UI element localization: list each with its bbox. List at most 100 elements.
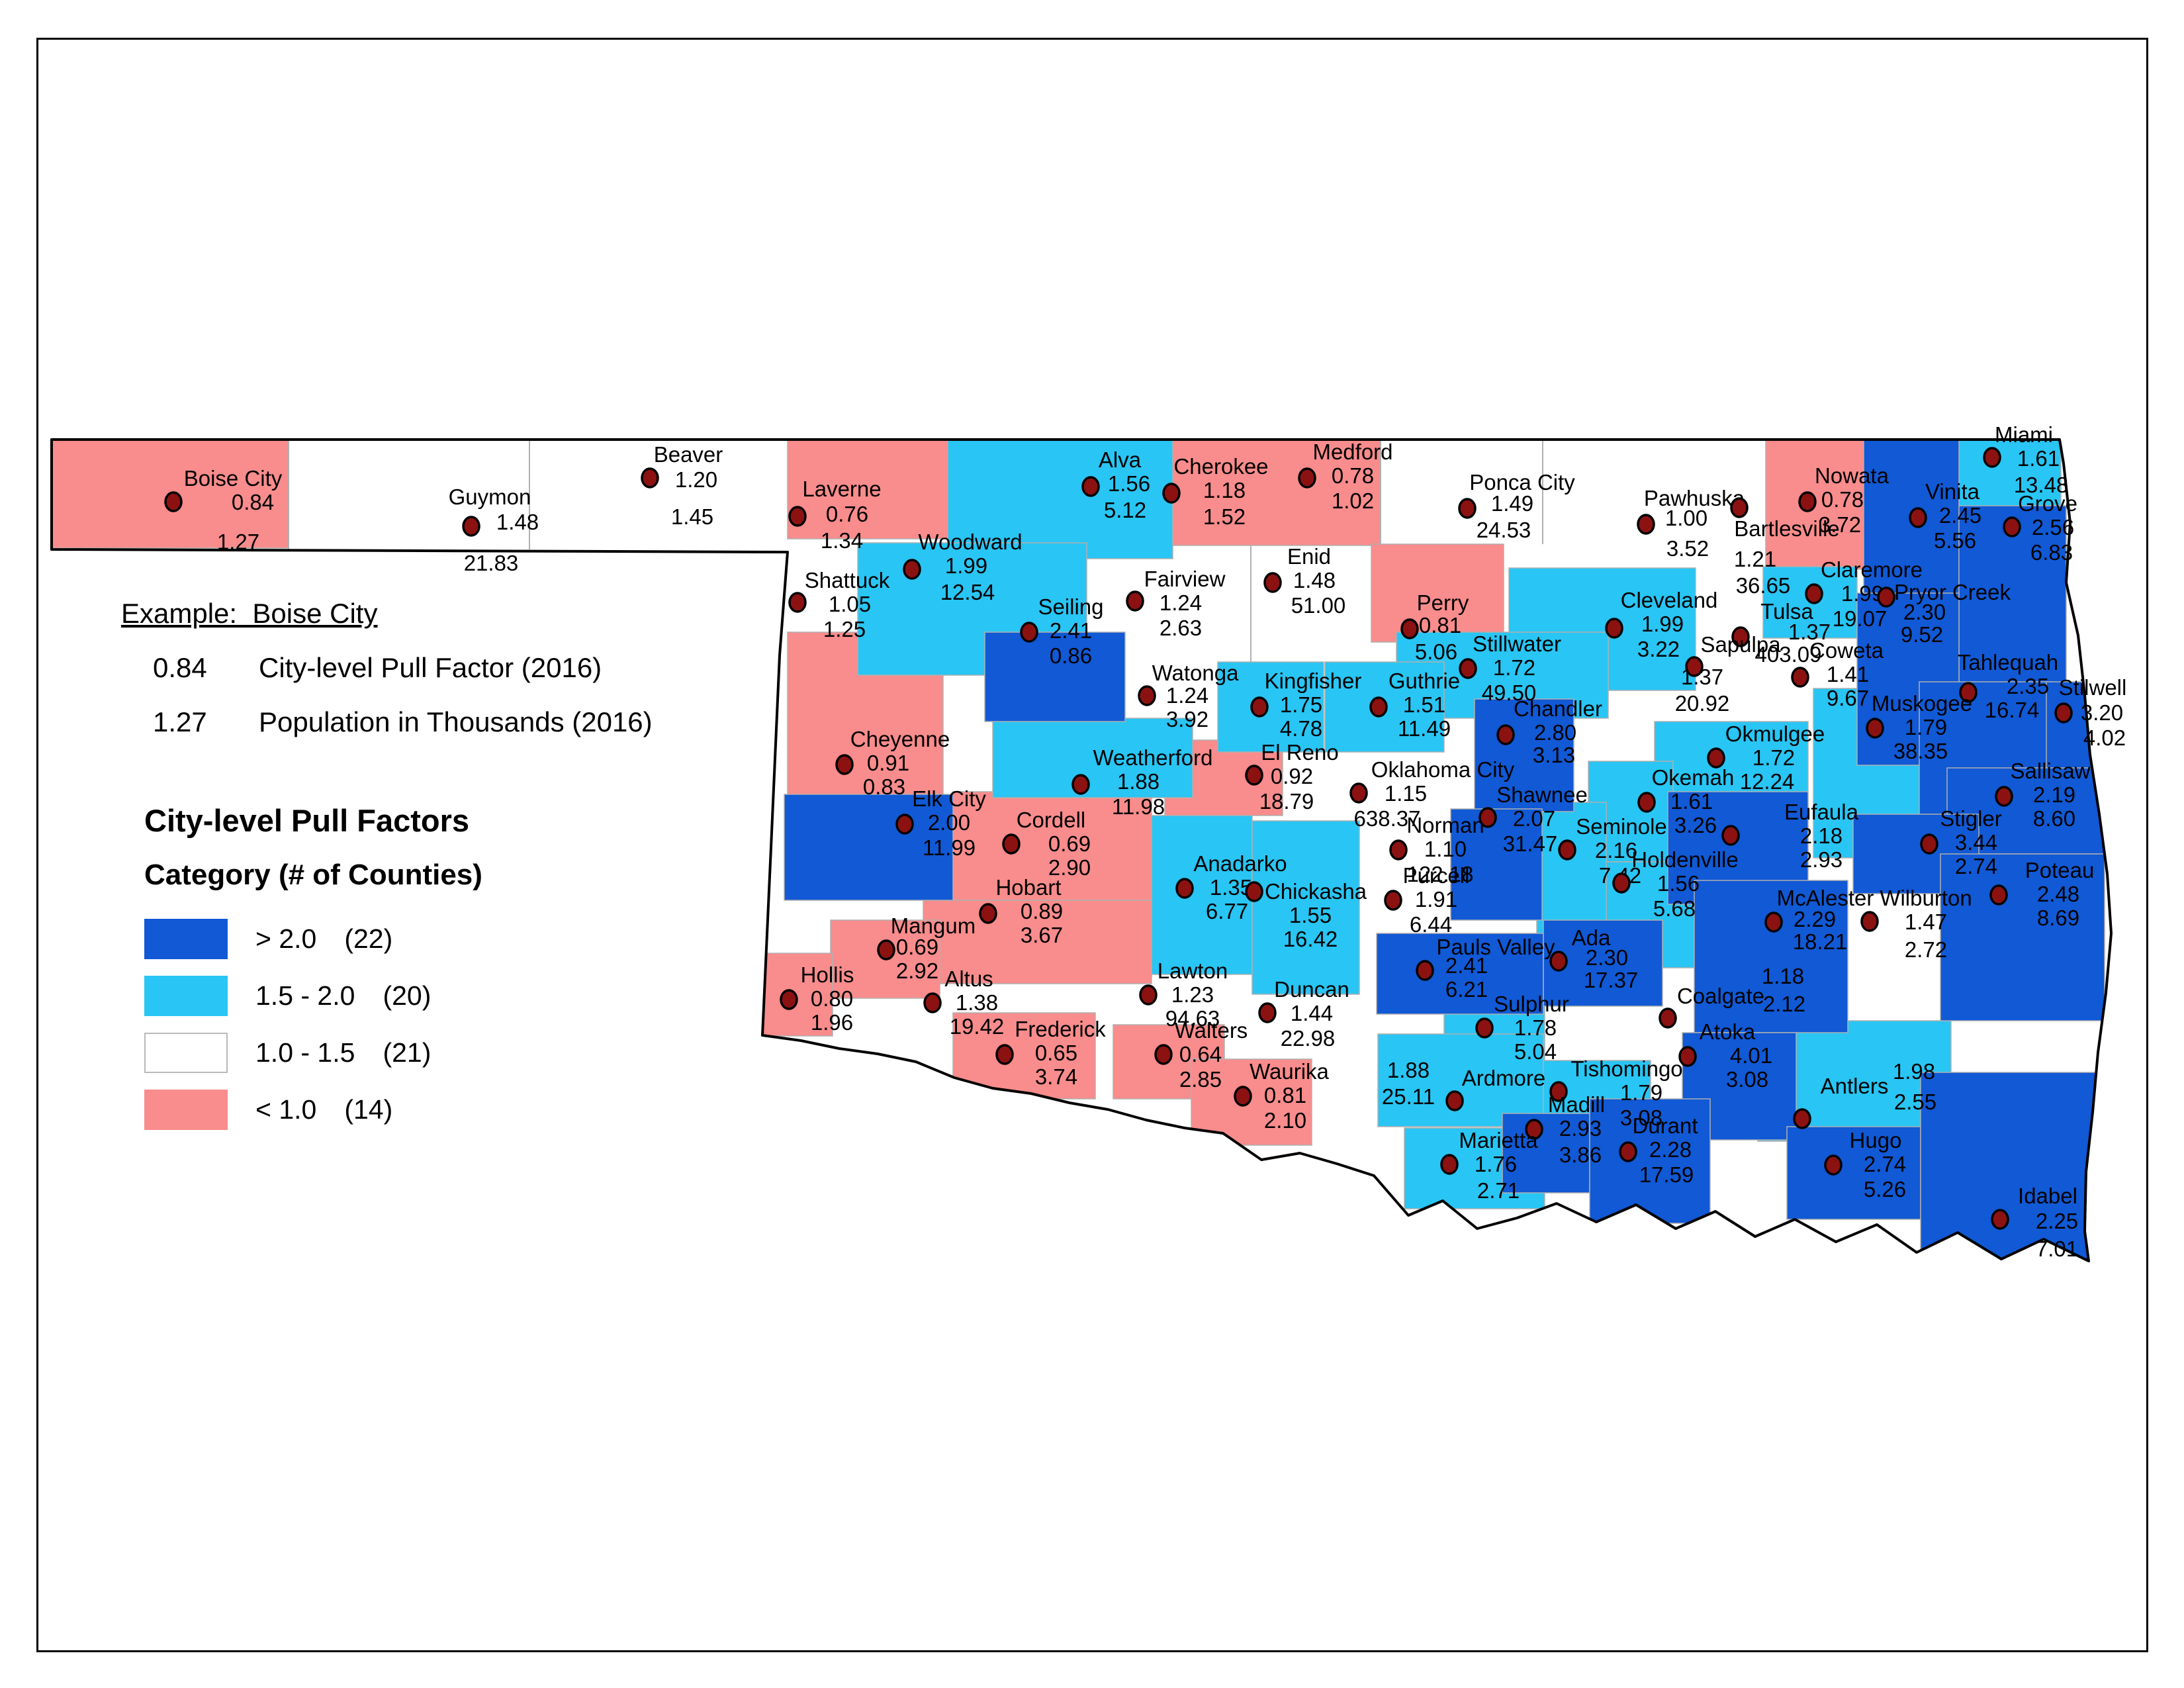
city-name: Mangum	[891, 914, 976, 938]
city-dot	[903, 559, 921, 580]
city-population: 3.86	[1559, 1143, 1602, 1167]
city-dot	[1138, 685, 1156, 706]
city-pull-factor: 1.24	[1160, 590, 1202, 615]
city-name: Guymon	[449, 485, 531, 509]
city-name: Chickasha	[1265, 879, 1367, 904]
city-population: 11.49	[1398, 716, 1451, 741]
city-dot	[1866, 718, 1884, 739]
city-name: Shawnee	[1496, 782, 1588, 807]
city-population: 3.26	[1674, 813, 1717, 837]
city-pull-factor: 0.64	[1179, 1042, 1222, 1066]
legend-item-label: 1.5 - 2.0	[255, 980, 355, 1011]
city-pull-factor: 0.80	[811, 986, 853, 1011]
city-name: Marietta	[1459, 1128, 1538, 1152]
example-row-pull-factor: 0.84 City-level Pull Factor (2016)	[121, 652, 653, 684]
city-name: Nowata	[1815, 463, 1889, 488]
city-name: Okemah	[1652, 765, 1735, 790]
city-dot	[1707, 747, 1725, 769]
city-population: 1.34	[821, 528, 863, 553]
city-pull-factor: 0.91	[867, 751, 909, 775]
county-gt-2.0	[1376, 933, 1544, 1015]
city-pull-factor: 1.18	[1203, 478, 1246, 502]
city-dot	[641, 467, 659, 489]
city-name: El Reno	[1261, 740, 1338, 765]
city-name: Cordell	[1017, 808, 1086, 832]
county-gt-2.0	[1958, 505, 2067, 702]
city-pull-factor: 2.00	[928, 810, 970, 835]
city-dot	[1637, 792, 1656, 813]
city-population: 18.21	[1793, 929, 1848, 954]
city-population: 3.72	[1819, 512, 1861, 537]
city-name: Wilburton	[1880, 886, 1972, 910]
city-pull-factor: 1.76	[1475, 1152, 1517, 1176]
city-dot	[1805, 583, 1823, 604]
city-population: 2.72	[1905, 937, 1947, 962]
city-population: 5.04	[1514, 1039, 1557, 1064]
city-dot	[1250, 696, 1269, 718]
city-dot	[1637, 514, 1655, 535]
city-population: 20.92	[1675, 691, 1730, 716]
city-pull-factor: 0.76	[826, 502, 868, 526]
city-pull-factor: 1.98	[1893, 1059, 1935, 1084]
city-pull-factor: 2.41	[1445, 953, 1488, 978]
city-pull-factor: 1.18	[1762, 964, 1804, 988]
city-population: 1.27	[217, 530, 259, 554]
city-pull-factor: 2.30	[1903, 600, 1946, 624]
city-population: 5.68	[1653, 896, 1696, 921]
city-dot	[1721, 825, 1740, 846]
city-name: Anadarko	[1193, 851, 1287, 876]
city-name: Miami	[1995, 422, 2053, 447]
city-pull-factor: 1.38	[956, 990, 998, 1015]
city-dot	[1959, 682, 1978, 703]
city-name: Elk City	[912, 786, 986, 811]
city-name: Norman	[1406, 813, 1484, 837]
county-gt-2.0	[984, 632, 1126, 722]
city-name: Ada	[1572, 925, 1611, 950]
city-population: 1.45	[671, 504, 713, 529]
city-name: Seminole	[1576, 814, 1667, 839]
city-population: 0.86	[1050, 643, 1092, 668]
county-gt-2.0	[784, 794, 954, 901]
city-pull-factor: 1.55	[1289, 903, 1332, 927]
county-lt-1.0	[1371, 543, 1504, 643]
city-dot	[1440, 1154, 1459, 1175]
city-pull-factor: 1.15	[1385, 781, 1427, 806]
city-name: Enid	[1287, 544, 1331, 569]
city-population: 12.54	[940, 580, 995, 604]
city-name: Pawhuska	[1644, 486, 1745, 510]
city-dot	[1678, 1046, 1697, 1067]
city-population: 11.99	[923, 835, 976, 860]
city-name: Sapulpa	[1700, 632, 1781, 657]
county-1.5-2.0	[947, 440, 1173, 559]
city-name: Tahlequah	[1958, 650, 2058, 675]
city-name: Pryor Creek	[1894, 580, 2011, 604]
city-name: Vinita	[1925, 479, 1980, 504]
county-gt-2.0	[1940, 853, 2105, 1021]
city-name: Stigler	[1940, 806, 2002, 831]
city-population: 2.93	[1800, 847, 1843, 872]
city-population: 3.08	[1726, 1067, 1768, 1092]
city-dot	[1920, 833, 1938, 855]
city-pull-factor: 2.16	[1595, 838, 1637, 863]
city-population: 24.53	[1477, 518, 1531, 542]
city-dot	[1605, 618, 1623, 639]
city-population: 3.08	[1620, 1105, 1662, 1130]
city-pull-factor: 1.61	[2017, 446, 2060, 471]
city-population: 31.47	[1503, 831, 1558, 856]
city-pull-factor: 2.80	[1534, 720, 1576, 745]
city-dot	[1081, 476, 1100, 497]
